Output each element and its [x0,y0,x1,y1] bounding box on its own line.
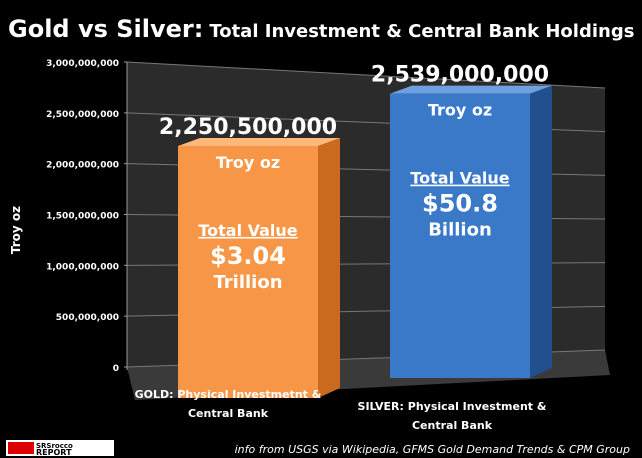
y-tick-label: 500,000,000 [56,313,119,323]
total-value-label: Total Value [410,169,509,188]
y-tick-label: 2,500,000,000 [46,110,119,120]
value-label: 2,539,000,000 [371,63,549,88]
y-tick-label: 1,500,000,000 [46,212,119,222]
y-tick-label: 2,000,000,000 [46,161,119,171]
bar-top [390,85,552,94]
total-unit: Billion [428,220,492,241]
total-unit: Trillion [213,272,282,293]
value-label: 2,250,500,000 [159,115,337,140]
category-label: GOLD: Physical Investmetnt & [135,388,322,401]
bar-side [530,85,552,378]
bar [178,145,318,398]
chart-title: Gold vs Silver: Total Investment & Centra… [8,15,634,43]
y-tick-label: 3,000,000,000 [46,59,119,69]
gridline [126,61,606,89]
unit-label: Troy oz [428,101,492,120]
unit-label: Troy oz [216,153,280,172]
y-tick-label: 0 [113,364,119,374]
bar [390,93,530,378]
bar-top [178,137,340,146]
logo-text: SRSrocco [36,442,73,450]
y-axis-label: Troy oz [9,206,23,254]
total-value: $50.8 [422,190,498,218]
total-value-label: Total Value [198,221,297,240]
logo: SRSrocco REPORT [6,440,114,457]
y-tick-label: 1,000,000,000 [46,262,119,272]
source-note: info from USGS via Wikipedia, GFMS Gold … [235,443,630,456]
category-label: Central Bank [412,419,493,432]
category-label: Central Bank [188,407,269,420]
category-label: SILVER: Physical Investment & [358,400,547,413]
bar-side [318,137,340,398]
svg-text:REPORT: REPORT [36,448,72,457]
total-value: $3.04 [210,242,286,270]
